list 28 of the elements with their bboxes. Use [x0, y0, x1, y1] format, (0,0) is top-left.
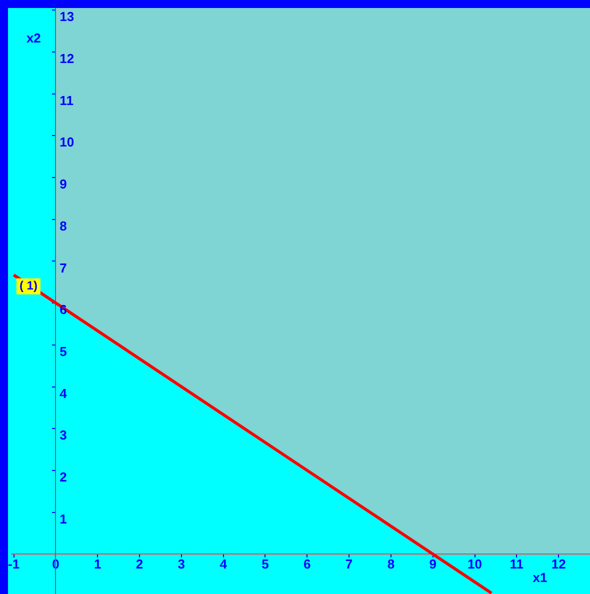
x-tick-label: 10 [468, 556, 482, 572]
y-tick-label: 12 [60, 51, 74, 66]
x-tick-label: 11 [510, 556, 524, 572]
y-tick-label: 10 [60, 134, 74, 150]
y-tick-label: 11 [60, 92, 74, 108]
x-tick-label: 8 [387, 556, 395, 572]
x-tick-label: 3 [178, 556, 186, 572]
y-tick-label: 4 [60, 386, 68, 401]
x-tick-label: 6 [304, 556, 311, 572]
x-tick-label: 1 [94, 556, 102, 572]
x-tick-label: 2 [136, 556, 144, 572]
x-tick-label: 5 [262, 556, 269, 572]
x-tick-label: -1 [8, 556, 20, 572]
y-tick-label: 8 [60, 218, 67, 234]
y-tick-label: 3 [60, 428, 67, 443]
x-tick-label: 7 [345, 556, 353, 572]
y-axis-title: x2 [26, 30, 41, 46]
y-tick-label: 2 [60, 470, 67, 485]
y-tick-label: 5 [60, 344, 67, 360]
x-axis-title: x1 [532, 570, 548, 585]
y-tick-label: 9 [60, 176, 67, 192]
y-tick-label: 7 [60, 260, 67, 276]
y-tick-label: 1 [60, 511, 67, 526]
y-tick-label: 13 [60, 9, 74, 24]
x-tick-label: 9 [429, 556, 436, 572]
x-tick-label: 12 [551, 556, 566, 572]
x-tick-label: 4 [220, 556, 228, 572]
annotation: ( 1) [19, 278, 38, 293]
